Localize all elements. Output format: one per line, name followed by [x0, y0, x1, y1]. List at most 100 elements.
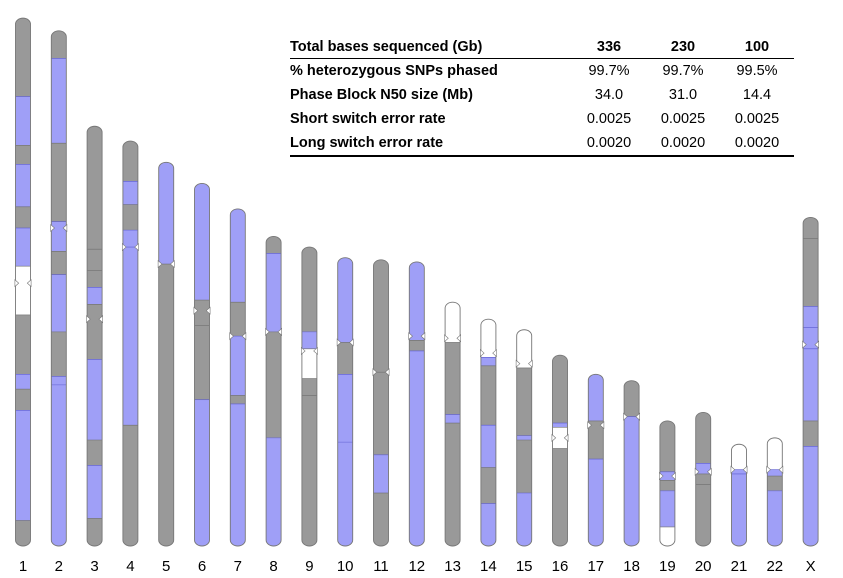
chromosome-1: 1 — [14, 17, 32, 575]
chromosome-18: 18 — [623, 380, 640, 575]
row-value: 0.0020 — [646, 131, 720, 157]
segment-phased — [409, 350, 425, 546]
centromere-notch — [265, 327, 270, 336]
chromosome-outline — [552, 354, 568, 547]
chromosome-4: 4 — [122, 140, 139, 575]
chromosome-label: 19 — [659, 558, 676, 575]
segment-unphased — [194, 325, 210, 400]
centromere-notch — [134, 243, 139, 252]
centromere-notch — [766, 465, 771, 474]
chromosome-outline — [229, 208, 246, 547]
chromosome-14: 14 — [480, 318, 497, 575]
chromosome-label: 18 — [623, 558, 640, 575]
segment-phased — [15, 96, 31, 146]
segment-unphased — [480, 467, 496, 504]
centromere-notch — [456, 334, 461, 343]
segment-phased — [194, 183, 210, 301]
segment-unphased — [301, 247, 317, 332]
segment-unphased — [445, 342, 461, 415]
segment-phased — [301, 331, 317, 349]
segment-phased — [51, 384, 67, 546]
chromosome-outline — [623, 380, 640, 547]
chromosome-15: 15 — [515, 329, 533, 575]
segment-phased — [445, 414, 461, 424]
segment-phased — [230, 403, 246, 546]
chromosome-label: 7 — [234, 558, 242, 575]
chromosome-outline — [301, 246, 318, 547]
segment-unphased — [194, 300, 210, 326]
centromere-notch — [50, 223, 55, 233]
chromosome-19: 19 — [659, 420, 676, 575]
segment-unphased — [301, 395, 317, 546]
segment-phased — [624, 416, 640, 546]
centromere-notch — [730, 465, 736, 474]
centromere-notch — [802, 340, 807, 349]
chromosome-outline — [86, 125, 103, 547]
centromere-notch — [336, 338, 342, 347]
segment-phased — [87, 465, 103, 519]
chromosome-7: 7 — [229, 208, 247, 575]
chromosome-label: 22 — [766, 558, 783, 575]
chromosome-label: 14 — [480, 558, 497, 575]
centromere-notch — [515, 359, 521, 368]
segment-phased — [122, 181, 138, 205]
segment-unphased — [480, 365, 496, 426]
table-header-row: Total bases sequenced (Gb) 336 230 100 — [290, 36, 794, 59]
row-value: 14.4 — [742, 87, 772, 103]
segment-phased — [409, 261, 425, 341]
segment-unphased — [15, 520, 31, 546]
row-label: Phase Block N50 size (Mb) — [290, 87, 473, 103]
chromosome-label: 3 — [90, 558, 98, 575]
segment-phased — [230, 208, 246, 303]
centromere-notch — [420, 332, 426, 341]
segment-unphased — [87, 440, 103, 466]
segment-unphased — [87, 126, 103, 250]
segment-unphased — [695, 484, 711, 546]
segment-phased — [51, 221, 67, 252]
segment-unsequenced — [552, 427, 568, 449]
segment-unphased — [15, 145, 31, 165]
centromere-notch — [492, 349, 497, 358]
segment-phased — [51, 58, 67, 144]
segment-unphased — [695, 412, 711, 464]
chromosome-outline — [50, 30, 67, 547]
chromosome-outline — [766, 437, 783, 547]
segment-unphased — [122, 204, 138, 231]
segment-phased — [266, 253, 282, 332]
centromere-notch — [623, 412, 628, 421]
centromere-notch — [408, 332, 413, 341]
chromosome-outline — [408, 261, 425, 547]
segment-unsequenced — [659, 526, 675, 546]
chromosome-outline — [695, 411, 712, 547]
chromosome-13: 13 — [444, 301, 461, 575]
chromosome-label: 11 — [373, 558, 389, 575]
segment-phased — [15, 374, 31, 390]
centromere-notch — [241, 332, 247, 341]
segment-unphased — [373, 372, 389, 455]
row-value: 0.0020 — [572, 131, 646, 157]
segment-phased — [588, 374, 604, 421]
segment-unphased — [659, 480, 675, 491]
segment-unphased — [552, 448, 568, 546]
segment-phased — [480, 357, 496, 366]
phasing-stats-table: Total bases sequenced (Gb) 336 230 100 %… — [290, 36, 794, 157]
segment-phased — [516, 435, 532, 440]
centromere-notch — [372, 368, 378, 377]
segment-phased — [803, 327, 819, 349]
segment-unphased — [552, 355, 568, 424]
chromosome-X: X — [802, 216, 819, 575]
segment-unphased — [266, 331, 282, 438]
chromosome-outline — [516, 329, 533, 547]
chromosome-21: 21 — [730, 443, 748, 575]
segment-unphased — [803, 238, 819, 307]
centromere-notch — [563, 433, 569, 442]
segment-unphased — [516, 440, 532, 493]
segment-phased — [480, 503, 496, 546]
centromere-notch — [587, 421, 592, 430]
segment-unsequenced — [767, 437, 783, 470]
segment-phased — [158, 162, 174, 265]
row-label: Short switch error rate — [290, 111, 446, 127]
centromere-notch — [444, 334, 449, 343]
chromosome-3: 3 — [86, 125, 103, 575]
chromosome-11: 11 — [372, 259, 390, 575]
